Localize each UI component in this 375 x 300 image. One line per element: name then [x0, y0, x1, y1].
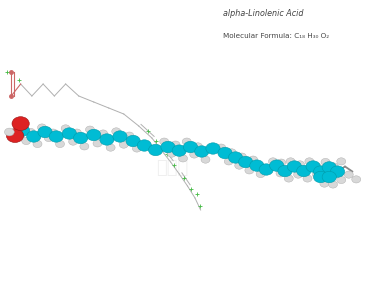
- Circle shape: [312, 171, 321, 178]
- Circle shape: [27, 131, 41, 142]
- Circle shape: [278, 165, 292, 177]
- Circle shape: [87, 129, 101, 141]
- Circle shape: [218, 147, 232, 159]
- Circle shape: [328, 172, 338, 179]
- Circle shape: [245, 167, 254, 174]
- Circle shape: [217, 144, 226, 151]
- Circle shape: [44, 134, 53, 142]
- Text: Molecular Formula: C₁₈ H₃₀ O₂: Molecular Formula: C₁₈ H₃₀ O₂: [223, 33, 329, 39]
- Circle shape: [148, 144, 163, 156]
- Circle shape: [337, 158, 346, 165]
- Circle shape: [314, 171, 328, 183]
- Circle shape: [344, 171, 353, 178]
- Circle shape: [126, 135, 140, 147]
- Circle shape: [62, 128, 76, 139]
- Circle shape: [26, 128, 35, 136]
- Circle shape: [224, 158, 233, 165]
- Circle shape: [86, 126, 94, 133]
- Circle shape: [319, 169, 328, 176]
- Circle shape: [56, 140, 64, 148]
- Circle shape: [99, 130, 108, 137]
- Circle shape: [172, 145, 186, 156]
- Circle shape: [312, 163, 321, 170]
- Circle shape: [320, 180, 329, 187]
- Circle shape: [337, 176, 346, 184]
- Circle shape: [328, 181, 338, 188]
- Circle shape: [276, 170, 285, 177]
- Circle shape: [182, 138, 191, 145]
- Circle shape: [69, 138, 78, 145]
- Circle shape: [4, 128, 14, 136]
- Circle shape: [259, 164, 273, 175]
- Circle shape: [277, 159, 286, 166]
- Circle shape: [161, 141, 175, 153]
- Circle shape: [100, 134, 114, 145]
- Circle shape: [228, 152, 243, 163]
- Circle shape: [306, 161, 320, 172]
- Circle shape: [227, 149, 236, 156]
- Circle shape: [286, 158, 295, 165]
- Circle shape: [72, 129, 81, 136]
- Text: 摄图网: 摄图网: [156, 159, 189, 177]
- Circle shape: [49, 129, 58, 136]
- Circle shape: [238, 156, 253, 168]
- Circle shape: [268, 158, 278, 165]
- Circle shape: [61, 125, 70, 132]
- Circle shape: [237, 153, 246, 160]
- Circle shape: [112, 128, 121, 135]
- Circle shape: [235, 162, 244, 169]
- Circle shape: [80, 143, 89, 150]
- Circle shape: [296, 161, 304, 168]
- Circle shape: [190, 151, 199, 158]
- Circle shape: [206, 143, 220, 154]
- Circle shape: [22, 137, 31, 145]
- Text: alpha-Linolenic Acid: alpha-Linolenic Acid: [223, 9, 304, 18]
- Circle shape: [327, 169, 336, 176]
- Circle shape: [12, 117, 29, 130]
- Circle shape: [194, 143, 202, 150]
- Circle shape: [132, 145, 141, 152]
- Circle shape: [330, 166, 345, 177]
- Circle shape: [38, 124, 46, 131]
- Circle shape: [195, 146, 209, 157]
- Circle shape: [352, 176, 361, 183]
- Circle shape: [249, 156, 258, 163]
- Circle shape: [125, 132, 134, 139]
- Circle shape: [171, 141, 180, 148]
- Circle shape: [297, 165, 311, 177]
- Circle shape: [303, 175, 312, 182]
- Circle shape: [160, 138, 169, 145]
- Circle shape: [33, 140, 42, 148]
- Circle shape: [183, 141, 198, 153]
- Circle shape: [113, 131, 127, 142]
- Circle shape: [106, 144, 115, 151]
- Circle shape: [167, 150, 176, 157]
- Circle shape: [178, 155, 188, 162]
- Circle shape: [314, 166, 328, 177]
- Circle shape: [322, 162, 336, 173]
- Circle shape: [6, 129, 24, 142]
- Circle shape: [201, 156, 210, 163]
- Circle shape: [329, 163, 338, 170]
- Circle shape: [284, 175, 293, 182]
- Circle shape: [287, 161, 302, 172]
- Circle shape: [250, 160, 264, 171]
- Circle shape: [38, 126, 52, 138]
- Circle shape: [16, 131, 25, 139]
- Circle shape: [256, 170, 265, 178]
- Circle shape: [320, 176, 329, 184]
- Circle shape: [322, 171, 336, 183]
- Circle shape: [294, 171, 303, 178]
- Circle shape: [74, 132, 88, 144]
- Circle shape: [321, 158, 330, 166]
- Circle shape: [49, 131, 63, 142]
- Circle shape: [137, 140, 152, 151]
- Circle shape: [93, 140, 102, 147]
- Circle shape: [119, 141, 128, 148]
- Circle shape: [270, 160, 284, 171]
- Circle shape: [305, 158, 314, 165]
- Circle shape: [15, 125, 30, 136]
